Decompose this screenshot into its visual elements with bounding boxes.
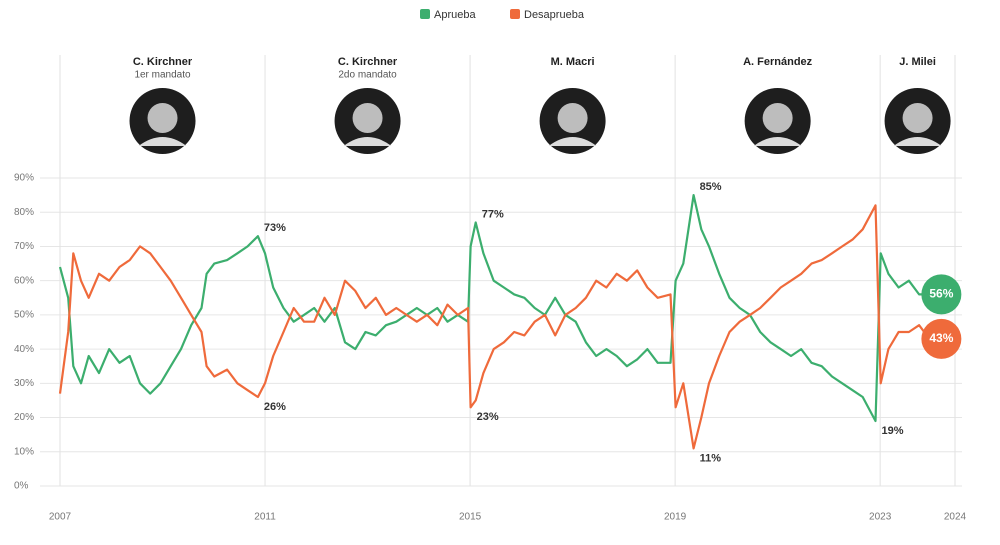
president-term: 2do mandato (338, 70, 397, 81)
president-shoulders (343, 137, 392, 146)
y-tick-label: 50% (14, 310, 34, 321)
series-line (58, 204, 931, 450)
x-tick-label: 2023 (869, 512, 892, 523)
data-label: 23% (477, 411, 499, 423)
president-shoulders (138, 137, 187, 146)
x-tick-label: 2011 (254, 512, 276, 523)
president-face (557, 103, 588, 133)
x-tick-label: 2019 (664, 512, 687, 523)
president-term: 1er mandato (134, 70, 191, 81)
data-label: 26% (264, 401, 286, 413)
president-shoulders (893, 137, 942, 146)
y-tick-label: 10% (14, 446, 34, 457)
y-tick-label: 0% (14, 481, 29, 492)
x-tick-label: 2015 (459, 512, 482, 523)
y-tick-label: 60% (14, 275, 34, 286)
series-line (58, 194, 930, 423)
data-label: 19% (882, 425, 904, 437)
y-tick-label: 20% (14, 412, 34, 423)
end-badge (921, 274, 962, 315)
end-label: 43% (929, 331, 953, 345)
president-name: J. Milei (899, 56, 936, 68)
y-tick-label: 40% (14, 344, 34, 355)
x-tick-label: 2007 (49, 512, 72, 523)
president-face (902, 103, 933, 133)
president-name: C. Kirchner (338, 56, 398, 68)
president-face (147, 103, 178, 133)
y-tick-label: 90% (14, 173, 34, 184)
legend-swatch (420, 9, 430, 19)
y-tick-label: 70% (14, 241, 34, 252)
president-face (352, 103, 383, 133)
y-tick-label: 30% (14, 378, 34, 389)
x-tick-label: 2024 (944, 512, 967, 523)
president-name: M. Macri (551, 56, 595, 68)
legend-label: Desaprueba (524, 9, 585, 21)
y-tick-label: 80% (14, 207, 34, 218)
president-shoulders (548, 137, 597, 146)
data-label: 77% (482, 208, 504, 220)
legend-swatch (510, 9, 520, 19)
data-label: 11% (700, 452, 722, 464)
president-name: C. Kirchner (133, 56, 193, 68)
data-label: 73% (264, 222, 286, 234)
legend-label: Aprueba (434, 9, 476, 21)
president-face (762, 103, 793, 133)
end-badge (921, 318, 962, 359)
president-shoulders (753, 137, 802, 146)
data-label: 85% (700, 181, 722, 193)
end-label: 56% (929, 287, 953, 301)
president-name: A. Fernández (743, 56, 813, 68)
